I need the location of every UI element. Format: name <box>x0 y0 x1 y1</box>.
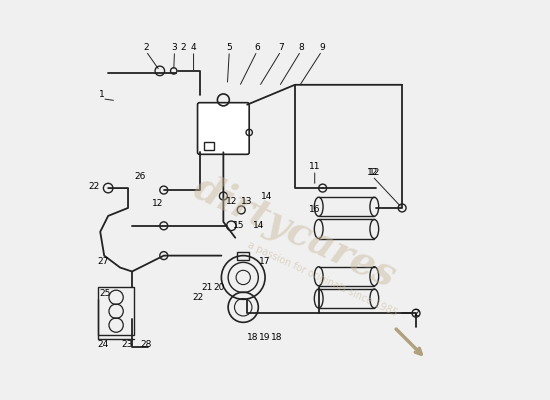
Text: 14: 14 <box>261 192 272 200</box>
Text: 28: 28 <box>140 340 152 350</box>
Text: 21: 21 <box>201 283 212 292</box>
Text: 18: 18 <box>248 332 259 342</box>
Ellipse shape <box>370 197 379 216</box>
Text: 7: 7 <box>278 42 284 52</box>
Text: 27: 27 <box>98 257 109 266</box>
Text: 13: 13 <box>241 198 253 206</box>
Text: 6: 6 <box>254 42 260 52</box>
Ellipse shape <box>315 197 323 216</box>
Ellipse shape <box>315 220 323 238</box>
Text: 16: 16 <box>309 206 321 214</box>
Text: 2: 2 <box>143 42 148 52</box>
Ellipse shape <box>370 289 379 308</box>
Text: 11: 11 <box>309 162 321 171</box>
Ellipse shape <box>315 289 323 308</box>
Text: 2: 2 <box>413 309 419 318</box>
Text: 4: 4 <box>191 42 196 52</box>
Bar <box>98 287 134 335</box>
Text: 3: 3 <box>172 42 178 52</box>
Text: 17: 17 <box>259 257 271 266</box>
Text: 12: 12 <box>367 168 378 177</box>
Bar <box>237 252 249 260</box>
Text: 8: 8 <box>298 42 304 52</box>
Text: 12: 12 <box>226 198 237 206</box>
Text: 2: 2 <box>180 42 186 52</box>
FancyBboxPatch shape <box>197 103 249 154</box>
Text: 9: 9 <box>319 42 324 52</box>
Bar <box>205 142 214 150</box>
Text: 23: 23 <box>121 340 133 350</box>
Text: 26: 26 <box>134 172 146 181</box>
Ellipse shape <box>370 267 379 286</box>
Text: 5: 5 <box>227 42 232 52</box>
Text: 12: 12 <box>152 200 163 208</box>
Text: 18: 18 <box>271 332 283 342</box>
Text: 1: 1 <box>100 90 105 99</box>
Text: 20: 20 <box>214 283 225 292</box>
Text: 22: 22 <box>89 182 100 190</box>
Text: 19: 19 <box>259 332 271 342</box>
Text: 14: 14 <box>252 221 264 230</box>
Text: 24: 24 <box>98 340 109 350</box>
Text: 15: 15 <box>233 221 244 230</box>
Text: dirtycares: dirtycares <box>188 168 402 296</box>
Text: 12: 12 <box>368 168 380 177</box>
Text: a passion for originals since 1985: a passion for originals since 1985 <box>246 240 399 319</box>
Ellipse shape <box>370 220 379 238</box>
Text: 22: 22 <box>192 293 203 302</box>
Ellipse shape <box>315 267 323 286</box>
Text: 25: 25 <box>100 289 111 298</box>
